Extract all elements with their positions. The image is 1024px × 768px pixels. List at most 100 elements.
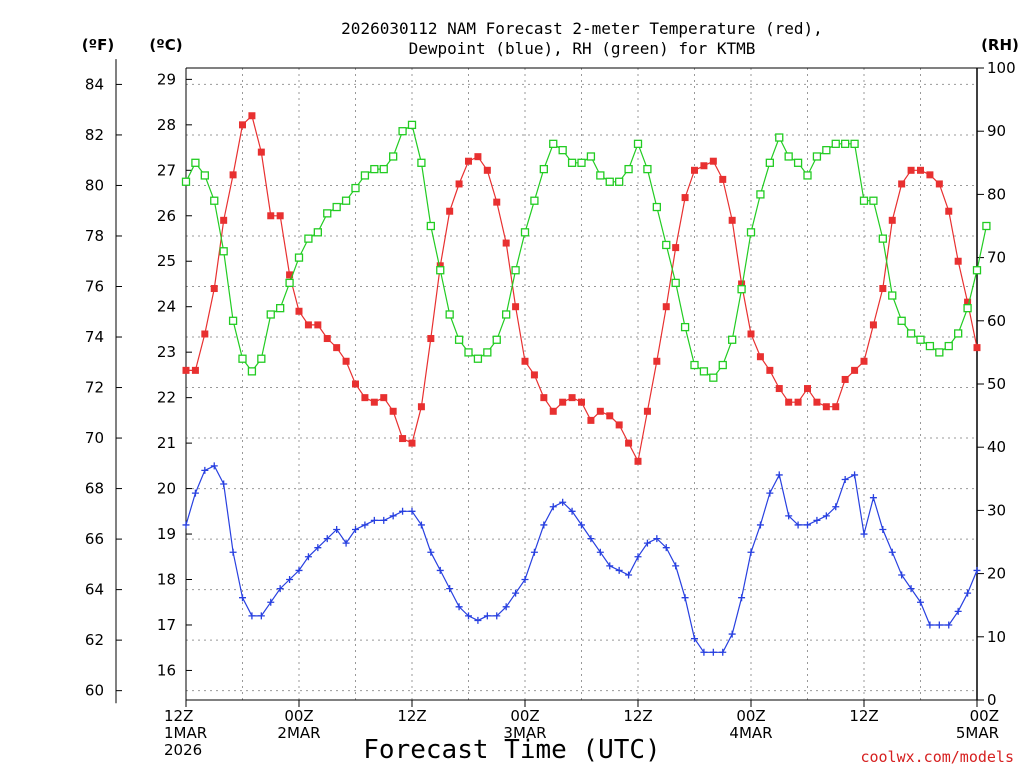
rh-point: [925, 341, 935, 351]
temperature-point: [304, 321, 312, 329]
fahrenheit-tick-label: 70: [85, 429, 104, 447]
dewpoint-point: [474, 616, 482, 624]
temperature-point: [436, 262, 444, 270]
rh-tick-label: 70: [987, 249, 1006, 267]
temperature-point: [182, 366, 190, 374]
dewpoint-point: [898, 571, 906, 579]
unit-label-celsius: (ºC): [149, 36, 182, 54]
fahrenheit-tick-label: 82: [85, 126, 104, 144]
temperature-point: [512, 303, 520, 311]
rh-point: [652, 202, 661, 212]
dewpoint-point: [879, 525, 887, 533]
dewpoint-point: [785, 512, 793, 520]
temperature-point: [596, 407, 604, 415]
rh-tick-label: 40: [987, 438, 1006, 456]
rh-point: [464, 348, 473, 357]
dewpoint-point: [691, 635, 698, 643]
chart-title-line1: 2026030112 NAM Forecast 2-meter Temperat…: [341, 19, 823, 38]
dewpoint-point: [370, 516, 378, 524]
rh-point: [247, 367, 257, 376]
rh-point: [473, 354, 483, 363]
rh-point: [935, 348, 944, 357]
fahrenheit-tick-label: 64: [85, 581, 104, 599]
rh-point: [266, 310, 275, 319]
temperature-point: [691, 166, 698, 174]
rh-point: [285, 278, 294, 288]
x-tick-label: 00Z: [510, 707, 539, 725]
rh-point: [257, 354, 266, 363]
temperature-point: [352, 380, 359, 388]
celsius-tick-label: 16: [157, 661, 176, 679]
data-series: [181, 112, 991, 656]
rh-tick-label: 50: [987, 375, 1006, 393]
dewpoint-point: [578, 521, 585, 529]
dewpoint-point: [323, 535, 331, 543]
temperature-point: [201, 330, 209, 338]
celsius-tick-label: 27: [157, 161, 176, 179]
temperature-point: [493, 198, 501, 206]
dewpoint-point: [917, 598, 924, 606]
rh-point: [539, 164, 548, 174]
temperature-point: [521, 357, 529, 365]
temperature-point: [191, 366, 199, 374]
temperature-point: [662, 303, 670, 311]
temperature-point: [323, 335, 331, 343]
dewpoint-point: [935, 621, 943, 629]
celsius-tick-label: 19: [157, 525, 176, 543]
temperature-point: [841, 375, 849, 383]
dewpoint-point: [361, 521, 369, 529]
rh-tick-label: 20: [987, 565, 1006, 583]
dewpoint-point: [276, 585, 284, 593]
temperature-point: [474, 153, 482, 161]
rh-point: [210, 196, 219, 205]
temperature-point: [380, 394, 388, 402]
dewpoint-point: [408, 507, 416, 515]
rh-tick-label: 100: [987, 59, 1016, 77]
rh-point: [841, 139, 850, 148]
x-tick-label: 4MAR: [729, 724, 772, 742]
unit-label-rh: (RH): [981, 36, 1019, 54]
dewpoint-point: [596, 548, 604, 556]
x-axis-label: Forecast Time (UTC): [363, 735, 660, 765]
rh-point: [417, 158, 426, 167]
rh-point: [276, 304, 285, 313]
temperature-point: [220, 216, 228, 224]
temperature-point: [653, 357, 661, 365]
temperature-point: [333, 344, 341, 352]
rh-point: [492, 335, 501, 344]
temperature-point: [446, 207, 454, 215]
x-tick-label: 12Z: [623, 707, 652, 725]
dewpoint-point: [483, 612, 491, 620]
rh-tick-label: 60: [987, 312, 1006, 330]
rh-point: [765, 158, 774, 167]
unit-label-fahrenheit: (ºF): [82, 36, 114, 54]
rh-tick-label: 10: [987, 628, 1006, 646]
rh-point: [379, 164, 388, 174]
dewpoint-point: [756, 521, 764, 529]
rh-point: [360, 171, 370, 180]
dewpoint-point: [182, 521, 190, 529]
x-tick-label: 2026: [164, 741, 202, 759]
dewpoint-point: [907, 585, 915, 593]
celsius-tick-label: 18: [157, 571, 176, 589]
dewpoint-point: [869, 494, 877, 502]
rh-point: [615, 177, 624, 186]
rh-point: [793, 158, 803, 167]
temperature-point: [794, 398, 802, 406]
dewpoint-point: [568, 507, 576, 515]
temperature-point: [747, 330, 755, 338]
dewpoint-point: [380, 516, 388, 524]
dewpoint-point: [342, 539, 350, 547]
rh-point: [803, 171, 812, 180]
fahrenheit-tick-label: 84: [85, 75, 104, 93]
rh-point: [690, 360, 699, 370]
dewpoint-point: [728, 630, 736, 638]
rh-point: [878, 234, 887, 243]
rh-tick-label: 90: [987, 122, 1006, 140]
dewpoint-point: [888, 548, 896, 556]
rh-point: [680, 322, 690, 332]
fahrenheit-tick-label: 68: [85, 480, 104, 498]
rh-point: [972, 266, 982, 275]
rh-point: [888, 291, 897, 300]
